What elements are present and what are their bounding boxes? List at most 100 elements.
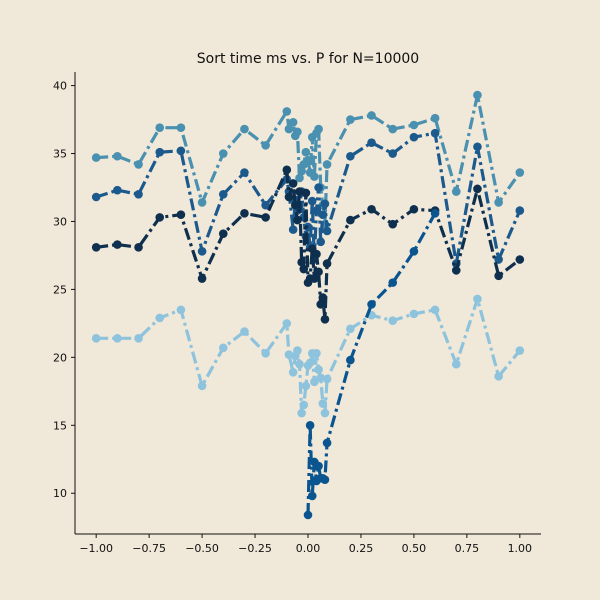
data-point (113, 185, 122, 195)
data-point (240, 124, 249, 134)
data-point (430, 305, 440, 315)
data-point (322, 226, 332, 236)
data-point (288, 225, 298, 234)
data-point (409, 132, 419, 142)
x-axis-ticks: −1.00 −0.75 −0.50 −0.25 0.00 0.25 0.50 0.75 1.00 (79, 534, 532, 555)
data-point (305, 358, 315, 368)
data-point (320, 408, 330, 418)
data-point (318, 399, 328, 408)
data-point (290, 200, 300, 210)
data-point (451, 187, 461, 196)
data-point (316, 300, 326, 309)
data-point (293, 127, 302, 137)
data-point (197, 381, 207, 391)
data-point (303, 156, 313, 165)
data-point (301, 381, 311, 391)
data-point (494, 255, 503, 264)
data-point (322, 160, 332, 169)
x-tick-label: 0.50 (402, 542, 427, 555)
data-point (367, 111, 376, 120)
data-point (301, 147, 311, 157)
data-point (299, 264, 309, 274)
data-point (473, 294, 482, 304)
data-point (346, 355, 355, 365)
data-point (297, 257, 306, 267)
data-point (261, 213, 270, 222)
data-point (409, 309, 419, 319)
data-point (430, 128, 440, 138)
data-point (346, 324, 355, 334)
data-point (301, 188, 311, 198)
data-point (310, 274, 319, 283)
data-point (320, 199, 330, 209)
data-point (297, 408, 306, 418)
data-point (155, 313, 165, 323)
data-point (295, 359, 304, 369)
x-tick-label: 0.75 (455, 542, 480, 555)
data-point (307, 196, 317, 206)
data-point (293, 346, 302, 355)
data-point (113, 334, 122, 343)
data-point (388, 219, 398, 229)
data-point (240, 327, 249, 336)
series-5 (303, 209, 440, 520)
data-point (310, 377, 319, 387)
y-axis-ticks: 10 15 20 25 30 35 40 (53, 80, 75, 500)
data-point (155, 123, 165, 133)
series-4 (91, 294, 525, 418)
x-tick-label: −0.50 (185, 542, 219, 555)
x-tick-label: −1.00 (79, 542, 113, 555)
data-point (293, 215, 302, 225)
data-point (312, 206, 321, 215)
data-point (240, 168, 249, 177)
data-point (346, 151, 355, 161)
data-point (494, 271, 503, 281)
data-point (282, 165, 292, 175)
data-point (314, 461, 323, 471)
data-point (134, 189, 143, 199)
y-tick-label: 25 (53, 283, 67, 296)
data-point (288, 179, 298, 188)
data-point (113, 240, 122, 249)
data-point (322, 259, 332, 268)
y-tick-label: 10 (53, 487, 67, 500)
data-point (218, 149, 228, 158)
data-point (451, 359, 461, 369)
data-point (134, 334, 143, 343)
data-point (218, 343, 228, 353)
data-point (515, 346, 525, 355)
data-point (346, 215, 355, 225)
data-point (176, 146, 186, 156)
data-point (388, 149, 398, 158)
data-point (473, 184, 482, 194)
data-point (388, 278, 398, 287)
data-point (197, 247, 207, 256)
data-point (473, 90, 482, 100)
data-point (346, 115, 355, 124)
data-point (494, 372, 503, 381)
data-point (430, 113, 440, 123)
y-tick-label: 30 (53, 215, 67, 228)
data-point (284, 192, 294, 202)
data-point (197, 198, 207, 207)
data-point (218, 189, 228, 199)
data-point (314, 267, 323, 277)
data-point (367, 300, 376, 309)
data-point (320, 475, 330, 484)
x-tick-label: 1.00 (508, 542, 533, 555)
x-tick-label: 0.25 (349, 542, 374, 555)
data-point (320, 315, 330, 324)
data-point (318, 210, 328, 219)
data-point (297, 166, 306, 176)
data-point (310, 172, 319, 181)
data-point (307, 491, 317, 501)
chart-title: Sort time ms vs. P for N=10000 (197, 51, 419, 67)
data-point (299, 400, 309, 410)
data-point (409, 120, 419, 130)
y-tick-label: 40 (53, 80, 67, 93)
data-point (282, 319, 292, 328)
data-point (134, 242, 143, 252)
data-point (134, 160, 143, 169)
data-point (388, 316, 398, 325)
